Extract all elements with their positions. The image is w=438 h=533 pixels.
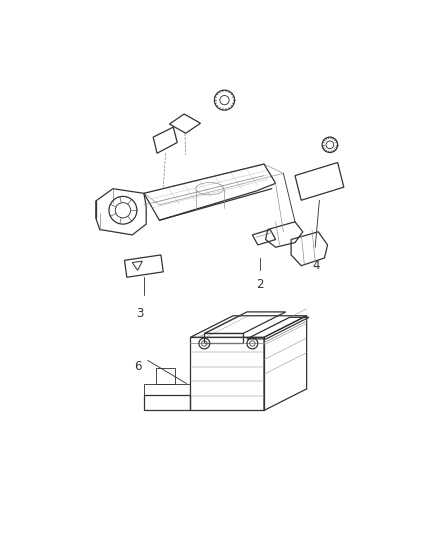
Text: 4: 4 [312, 259, 320, 272]
Text: 6: 6 [134, 360, 141, 373]
Text: 3: 3 [136, 306, 144, 319]
Text: 2: 2 [256, 278, 264, 291]
